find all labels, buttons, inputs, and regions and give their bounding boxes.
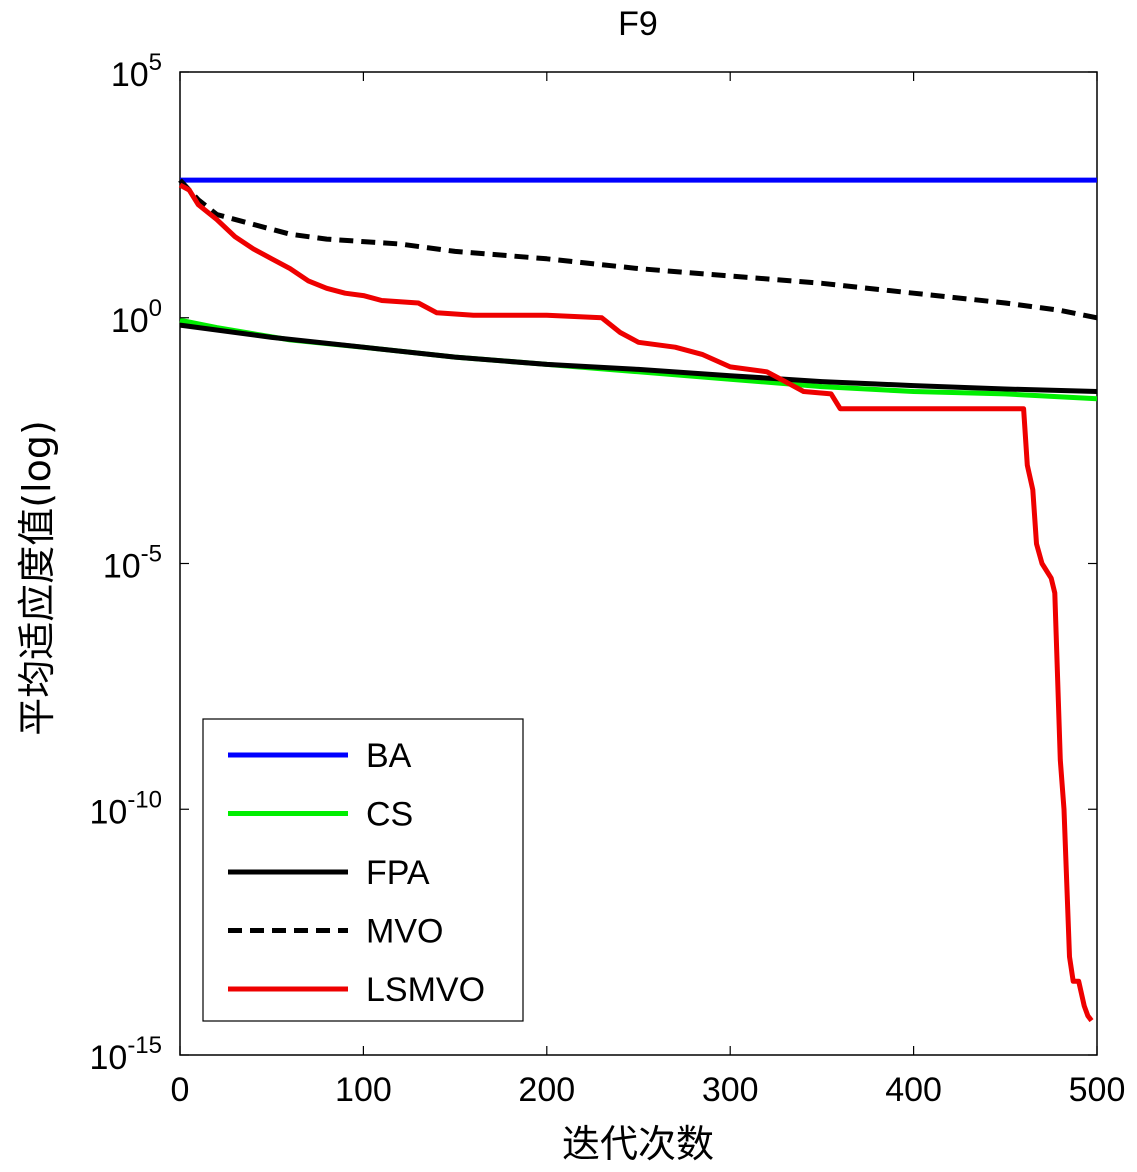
legend-label-fpa: FPA: [366, 854, 430, 892]
series-layer: [178, 177, 1098, 1023]
series-line-fpa: [179, 322, 1098, 394]
legend-label-lsmvo: LSMVO: [366, 971, 485, 1009]
series-line-lsmvo: [178, 182, 1094, 1023]
y-tick-label: 10-15: [89, 1032, 162, 1077]
legend-items: BA CS FPA MVO LSMVO: [228, 737, 485, 1009]
legend: BA CS FPA MVO LSMVO: [202, 718, 524, 1022]
ticks-layer: 0 100 200 300 400 500 105 100 10-5 10-10 10-15: [89, 49, 1125, 1109]
y-tick-label: 105: [111, 49, 162, 94]
x-tick-label: 0: [171, 1071, 190, 1109]
x-tick-label: 500: [1069, 1071, 1126, 1109]
y-axis-label: 平均适应度值(log): [15, 420, 59, 736]
x-tick-label: 300: [702, 1071, 759, 1109]
legend-label-mvo: MVO: [366, 913, 443, 951]
legend-label-ba: BA: [366, 737, 412, 775]
legend-label-cs: CS: [366, 796, 413, 834]
chart-title: F9: [618, 5, 658, 43]
series-line-mvo: [178, 178, 1098, 321]
y-tick-label: 100: [111, 295, 162, 340]
x-tick-label: 100: [335, 1071, 392, 1109]
x-axis-label: 迭代次数: [562, 1122, 714, 1166]
x-tick-label: 200: [518, 1071, 575, 1109]
y-tick-label: 10-10: [89, 786, 162, 831]
x-tick-label: 400: [885, 1071, 942, 1109]
y-tick-label: 10-5: [103, 541, 162, 586]
